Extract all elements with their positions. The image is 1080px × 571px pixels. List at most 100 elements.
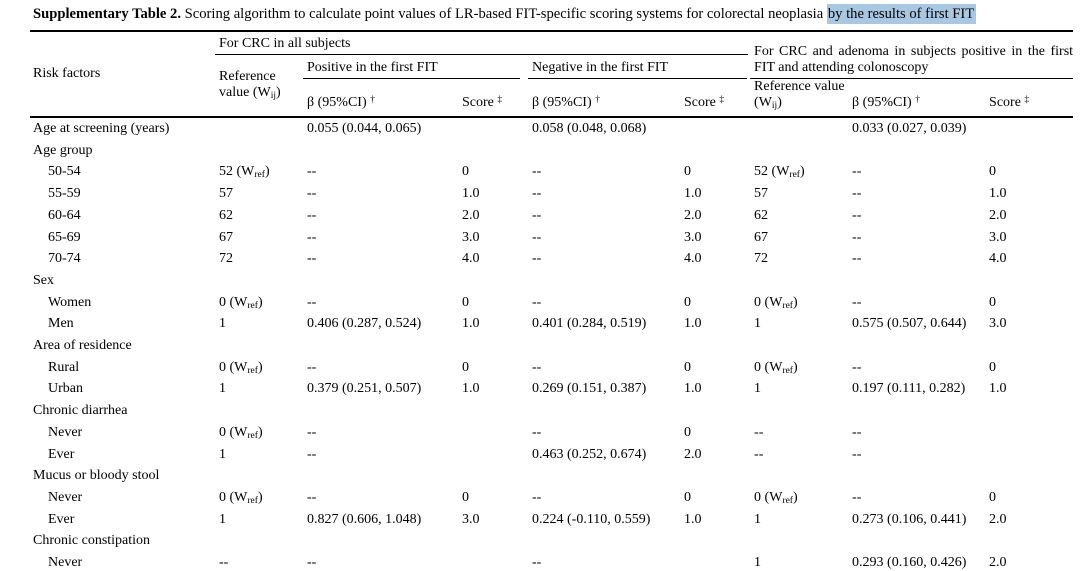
cell: 2.0 bbox=[989, 555, 1007, 571]
cell: 0.224 (-0.110, 0.559) bbox=[532, 511, 651, 527]
cell bbox=[680, 400, 750, 422]
row-label: Men bbox=[48, 316, 74, 332]
header-score-right: Score ‡ bbox=[989, 95, 1030, 110]
cell: 0 (Wref) bbox=[219, 424, 263, 441]
row-label: Chronic diarrhea bbox=[33, 403, 128, 419]
table-row: Never 0 (Wref) -- -- 0 -- -- bbox=[30, 422, 1073, 444]
cell bbox=[985, 422, 1073, 444]
cell: 1.0 bbox=[684, 186, 702, 202]
header-reference-value-all: Reference value (Wij) bbox=[219, 68, 281, 101]
cell: 2.0 bbox=[684, 207, 702, 223]
cell: 4.0 bbox=[462, 251, 480, 267]
row-label: 65-69 bbox=[48, 229, 81, 245]
cell: 0.269 (0.151, 0.387) bbox=[532, 381, 647, 397]
cell bbox=[303, 465, 458, 487]
cell bbox=[680, 465, 750, 487]
cell: 62 bbox=[219, 207, 233, 223]
cell: -- bbox=[532, 186, 542, 202]
cell: -- bbox=[219, 555, 229, 571]
cell bbox=[215, 116, 303, 140]
table-row: Never -- -- -- 1 0.293 (0.160, 0.426) 2.0 bbox=[30, 552, 1073, 571]
cell: 57 bbox=[219, 186, 233, 202]
cell: -- bbox=[532, 251, 542, 267]
table-row: Age group bbox=[30, 140, 1073, 162]
cell: 0 (Wref) bbox=[219, 489, 263, 506]
cell: 0.058 (0.048, 0.068) bbox=[528, 116, 680, 140]
cell bbox=[458, 422, 528, 444]
cell: -- bbox=[754, 424, 764, 440]
cell: 1 bbox=[219, 316, 226, 332]
table-header: Risk factors For CRC in all subjects For… bbox=[30, 31, 1074, 117]
cell bbox=[215, 140, 303, 162]
cell: 1 bbox=[219, 446, 226, 462]
cell: 0 bbox=[462, 359, 469, 375]
cell: -- bbox=[532, 424, 542, 440]
row-label: Never bbox=[48, 489, 83, 505]
cell: 62 bbox=[754, 207, 769, 223]
row-label: Mucus or bloody stool bbox=[33, 468, 160, 484]
cell: 0.401 (0.284, 0.519) bbox=[532, 316, 647, 332]
table-row: Rural 0 (Wref) -- 0 -- 0 0 (Wref) -- 0 bbox=[30, 357, 1073, 379]
header-group-crc-adenoma-label: For CRC and adenoma in subjects positive… bbox=[750, 44, 1074, 79]
cell bbox=[458, 140, 528, 162]
cell bbox=[528, 140, 680, 162]
cell bbox=[985, 116, 1074, 140]
cell: 67 bbox=[754, 229, 769, 245]
row-label: 55-59 bbox=[48, 186, 81, 202]
cell: 0 bbox=[462, 164, 469, 180]
cell bbox=[215, 465, 303, 487]
cell bbox=[528, 400, 680, 422]
cell: 0 bbox=[684, 489, 691, 505]
cell: -- bbox=[754, 446, 764, 462]
cell: 0 bbox=[684, 359, 691, 375]
cell: -- bbox=[852, 207, 862, 223]
cell bbox=[848, 400, 985, 422]
row-label: Urban bbox=[48, 381, 83, 397]
table-row: Mucus or bloody stool bbox=[30, 465, 1073, 487]
cell bbox=[750, 465, 848, 487]
table-row: Chronic constipation bbox=[30, 530, 1073, 552]
table-row: Age at screening (years) 0.055 (0.044, 0.… bbox=[30, 116, 1074, 140]
cell: -- bbox=[532, 555, 542, 571]
cell: 0.273 (0.106, 0.441) bbox=[852, 511, 967, 527]
cell: 1 bbox=[754, 555, 762, 571]
cell bbox=[680, 335, 750, 357]
header-score-negative: Score ‡ bbox=[684, 95, 725, 110]
cell: 3.0 bbox=[989, 316, 1007, 332]
cell: -- bbox=[532, 294, 542, 310]
header-group-crc-all-subjects-label: For CRC in all subjects bbox=[215, 36, 749, 55]
scoring-table: Risk factors For CRC in all subjects For… bbox=[30, 30, 1074, 571]
cell: 0 (Wref) bbox=[754, 294, 798, 311]
cell: -- bbox=[307, 424, 317, 440]
cell: 0 bbox=[684, 294, 691, 310]
header-risk-factors: Risk factors bbox=[33, 66, 101, 81]
header-positive-first-fit: Positive in the first FIT bbox=[303, 55, 528, 79]
cell: -- bbox=[307, 229, 317, 245]
cell: 0.033 (0.027, 0.039) bbox=[848, 116, 986, 140]
cell: 1 bbox=[754, 511, 762, 527]
cell bbox=[680, 270, 750, 292]
cell: 1 bbox=[219, 381, 226, 397]
table-row: Ever 1 0.827 (0.606, 1.048) 3.0 0.224 (-0.11… bbox=[30, 509, 1073, 531]
header-group-crc-all-subjects: For CRC in all subjects bbox=[215, 31, 750, 55]
row-label: Rural bbox=[48, 359, 80, 375]
cell bbox=[985, 335, 1073, 357]
cell bbox=[215, 270, 303, 292]
cell bbox=[528, 465, 680, 487]
cell: 3.0 bbox=[684, 229, 702, 245]
cell bbox=[848, 140, 985, 162]
cell bbox=[215, 400, 303, 422]
header-beta-negative: β (95%CI) † bbox=[532, 95, 600, 110]
cell bbox=[750, 270, 848, 292]
row-label: Never bbox=[48, 424, 83, 440]
cell: 0 bbox=[684, 164, 691, 180]
table-title: Supplementary Table 2. Scoring algorithm… bbox=[33, 4, 1077, 24]
cell: -- bbox=[307, 446, 317, 462]
cell: 1.0 bbox=[462, 316, 480, 332]
cell bbox=[458, 465, 528, 487]
cell bbox=[680, 530, 750, 552]
row-label: Women bbox=[48, 294, 92, 310]
cell: -- bbox=[852, 489, 862, 505]
cell: 1.0 bbox=[684, 511, 702, 527]
